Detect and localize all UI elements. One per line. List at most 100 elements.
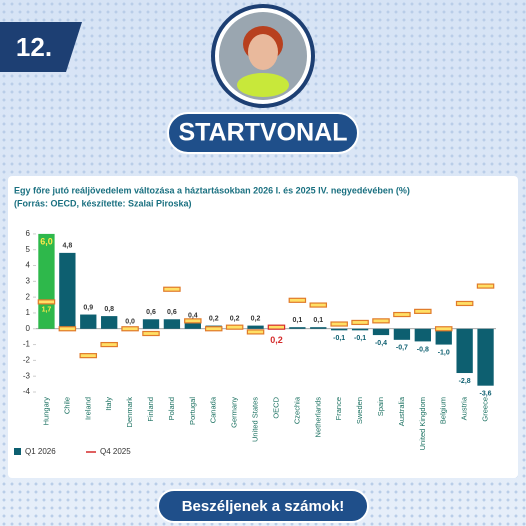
bar [247,325,264,329]
y-tick-label: 6 [26,229,31,238]
badge-bg [0,22,82,72]
x-tick-label: Hungary [41,397,50,426]
chart-title: Egy főre jutó reáljövedelem változása a … [14,185,410,195]
q4-marker [288,297,307,303]
x-tick-label: Canada [209,396,218,423]
bar [142,319,160,329]
q4-marker [246,329,265,335]
x-tick-label: France [334,397,343,420]
x-tick-label: Netherlands [313,397,322,438]
value-label: -0,4 [375,340,387,347]
value-label: 0,6 [167,309,177,316]
value-label: 0,2 [251,315,261,322]
q4-marker [79,353,98,359]
brand: STARTVONAL [179,119,348,147]
bar [163,319,181,329]
q4-marker [267,324,286,330]
q4-marker [414,308,432,314]
value-label: -0,1 [354,335,366,342]
bar [393,328,411,340]
x-tick-label: Portugal [188,397,197,425]
value-label: 0,9 [83,304,93,311]
value-label: 0,1 [292,317,302,324]
value-label: -0,8 [417,346,429,353]
q4-marker [37,299,56,305]
x-tick-label: Poland [167,397,176,420]
bar [101,316,118,329]
bar [456,328,473,374]
q4-marker [184,318,202,324]
portrait-face [248,34,278,70]
q4-marker [372,318,390,324]
x-tick-label: Chile [62,397,71,414]
footer: Beszéljenek a számok! [182,498,345,515]
bar [310,327,327,329]
bar [331,328,348,331]
x-tick-label: Greece [481,397,490,422]
x-tick-label: Spain [376,397,385,416]
bar [372,328,390,336]
value-label: 0,2 [270,335,283,345]
legend-label: Q1 2026 [25,447,56,456]
y-tick-label: -2 [23,355,31,364]
value-label: 1,7 [42,307,52,314]
y-tick-label: -1 [23,340,31,349]
bar [184,322,201,329]
q4-marker [476,283,495,289]
y-tick-label: 1 [26,308,31,317]
x-tick-label: Italy [104,397,113,411]
y-tick-label: -4 [23,387,31,396]
x-tick-label: United States [251,397,260,442]
q4-marker [142,330,160,337]
value-label: -0,7 [396,345,408,352]
chart-subtitle: (Forrás: OECD, készítette: Szalai Pirosk… [14,198,192,208]
q4-marker [225,324,244,330]
x-tick-label: OECD [271,396,280,418]
value-label: 4,8 [62,243,72,250]
q4-marker [100,341,118,348]
q4-marker [434,326,453,332]
x-tick-label: Finland [146,397,155,422]
q4-marker [309,302,328,308]
bar [289,327,306,329]
x-tick-label: Austria [460,396,469,420]
brand-bg [167,112,359,154]
value-label: 0,8 [104,306,114,313]
bar [414,328,431,342]
y-tick-label: 4 [26,261,31,270]
y-tick-label: 2 [26,292,31,301]
x-tick-label: Germany [230,397,239,428]
legend-label: Q4 2025 [100,447,131,456]
bar [38,233,55,329]
x-tick-label: Sweden [355,397,364,424]
y-tick-label: 0 [26,324,31,333]
q4-marker [330,321,348,327]
badge: 12. [16,32,52,62]
q4-marker [455,300,474,307]
bar [59,252,76,329]
value-label: 0,6 [146,309,156,316]
x-tick-label: Ireland [83,397,92,420]
footer-bg [157,489,369,523]
q4-marker [393,311,411,318]
bar [477,328,494,386]
q4-marker [58,326,77,332]
q4-marker [163,286,181,292]
value-label: -2,8 [459,378,471,385]
value-label: -3,6 [480,391,492,398]
value-label: 0,0 [125,319,135,326]
bar [435,328,452,345]
q4-marker [204,326,223,332]
y-tick-label: 5 [26,245,31,254]
value-label: -0,1 [333,335,345,342]
legend-swatch [14,448,21,455]
value-label: 0,2 [209,315,219,322]
q4-marker [121,326,139,332]
bar [351,328,369,331]
value-label: 0,2 [230,315,240,322]
value-label: 0,1 [313,317,323,324]
q4-marker [351,319,369,326]
x-tick-label: Australia [397,396,406,426]
y-tick-label: 3 [26,276,31,285]
